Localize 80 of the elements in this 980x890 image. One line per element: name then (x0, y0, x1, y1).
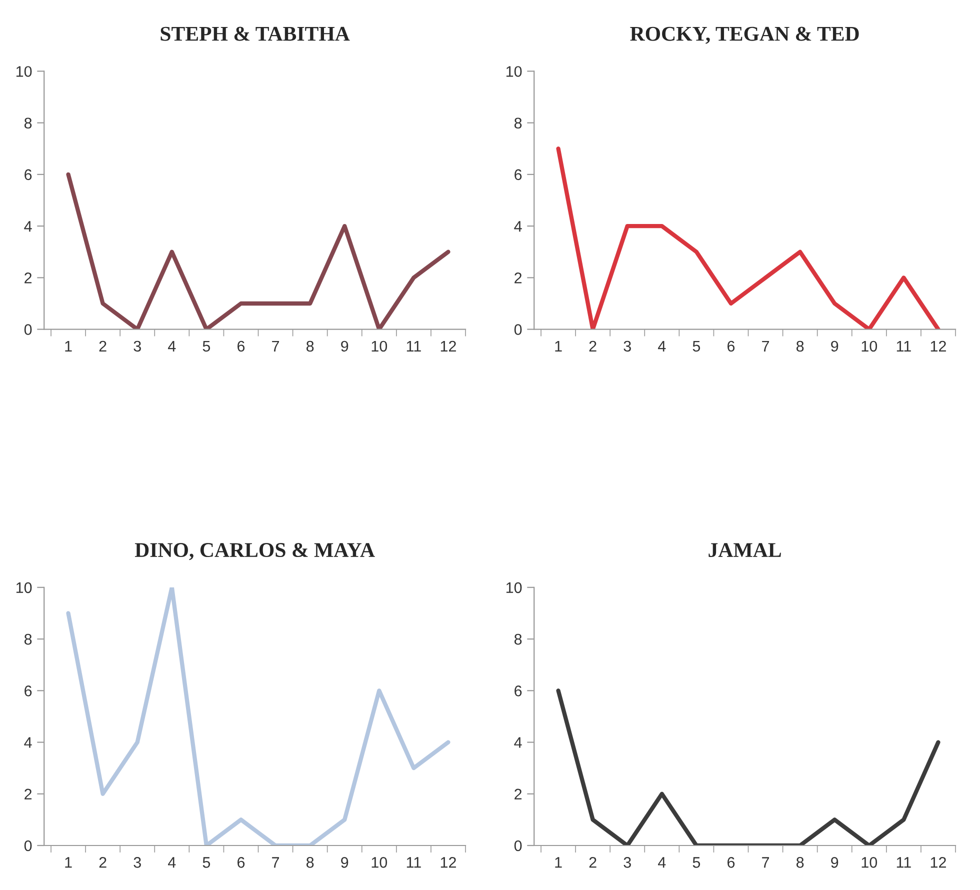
x-tick-label: 7 (272, 857, 280, 868)
x-tick-label: 3 (624, 340, 631, 352)
x-tick-label: 6 (728, 857, 735, 868)
y-tick-label: 8 (514, 634, 522, 645)
x-tick-label: 4 (658, 857, 666, 868)
x-tick-label: 11 (896, 857, 911, 868)
line-series (556, 146, 940, 330)
x-tick-label: 2 (99, 340, 106, 352)
y-tick-label: 2 (514, 272, 522, 284)
x-tick-label: 7 (762, 857, 770, 868)
y-tick-label: 10 (506, 582, 522, 594)
x-tick-label: 6 (728, 340, 735, 352)
x-tick-label: 5 (202, 340, 210, 352)
x-tick-label: 9 (831, 340, 838, 352)
x-tick-label: 7 (272, 340, 280, 352)
y-tick-label: 0 (514, 324, 522, 335)
y-tick-label: 4 (24, 737, 32, 748)
x-tick-label: 12 (440, 857, 456, 868)
x-tick-label: 5 (692, 857, 700, 868)
x-tick-label: 8 (796, 340, 804, 352)
x-tick-label: 11 (406, 857, 421, 868)
x-tick-label: 1 (65, 340, 72, 352)
line-series (556, 688, 940, 846)
y-tick-label: 2 (514, 788, 522, 800)
chart-title: STEPH & TABITHA (160, 26, 350, 41)
x-tick-label: 8 (306, 340, 314, 352)
y-tick-label: 10 (16, 582, 32, 594)
y-tick-label: 6 (514, 169, 522, 180)
y-tick-label: 10 (16, 66, 32, 77)
chart-title: DINO, CARLOS & MAYA (134, 542, 375, 560)
x-tick-label: 8 (796, 857, 804, 868)
x-tick-label: 2 (589, 340, 596, 352)
y-tick-label: 0 (514, 840, 522, 852)
x-tick-label: 6 (238, 340, 245, 352)
x-tick-label: 2 (99, 857, 106, 868)
y-tick-label: 4 (514, 737, 522, 748)
y-tick-label: 0 (24, 840, 32, 852)
x-tick-label: 3 (134, 340, 141, 352)
x-tick-label: 9 (341, 857, 348, 868)
x-tick-label: 12 (440, 340, 456, 352)
y-tick-label: 2 (24, 788, 32, 800)
x-tick-label: 10 (862, 340, 878, 352)
x-tick-label: 4 (168, 857, 176, 868)
y-tick-label: 0 (24, 324, 32, 335)
y-tick-label: 4 (24, 221, 32, 232)
x-tick-label: 1 (555, 857, 562, 868)
x-tick-label: 6 (238, 857, 245, 868)
x-tick-label: 3 (624, 857, 631, 868)
x-tick-label: 1 (555, 340, 562, 352)
x-tick-label: 10 (862, 857, 878, 868)
x-tick-label: 12 (930, 340, 946, 352)
x-tick-label: 4 (658, 340, 666, 352)
y-tick-label: 6 (514, 686, 522, 696)
x-tick-label: 9 (341, 340, 348, 352)
chart-title: JAMAL (708, 543, 781, 558)
y-tick-label: 6 (24, 686, 32, 696)
x-tick-label: 10 (372, 857, 388, 868)
x-tick-label: 2 (589, 857, 596, 868)
x-tick-label: 12 (930, 857, 946, 868)
y-tick-label: 8 (24, 118, 32, 129)
line-series (66, 587, 450, 846)
x-tick-label: 8 (306, 857, 314, 868)
x-tick-label: 1 (65, 857, 72, 868)
x-tick-label: 9 (831, 857, 838, 868)
y-tick-label: 6 (24, 169, 32, 180)
x-tick-label: 4 (168, 340, 176, 352)
y-tick-label: 8 (24, 634, 32, 645)
y-tick-label: 2 (24, 272, 32, 284)
y-tick-label: 8 (514, 118, 522, 129)
chart-title: ROCKY, TEGAN & TED (630, 26, 859, 44)
x-tick-label: 3 (134, 857, 141, 868)
x-tick-label: 5 (692, 340, 700, 352)
x-tick-label: 11 (896, 340, 911, 352)
y-tick-label: 10 (506, 66, 522, 77)
x-tick-label: 11 (406, 340, 421, 352)
line-series (66, 172, 450, 330)
x-tick-label: 7 (762, 340, 770, 352)
x-tick-label: 5 (202, 857, 210, 868)
y-tick-label: 4 (514, 221, 522, 232)
x-tick-label: 10 (372, 340, 388, 352)
